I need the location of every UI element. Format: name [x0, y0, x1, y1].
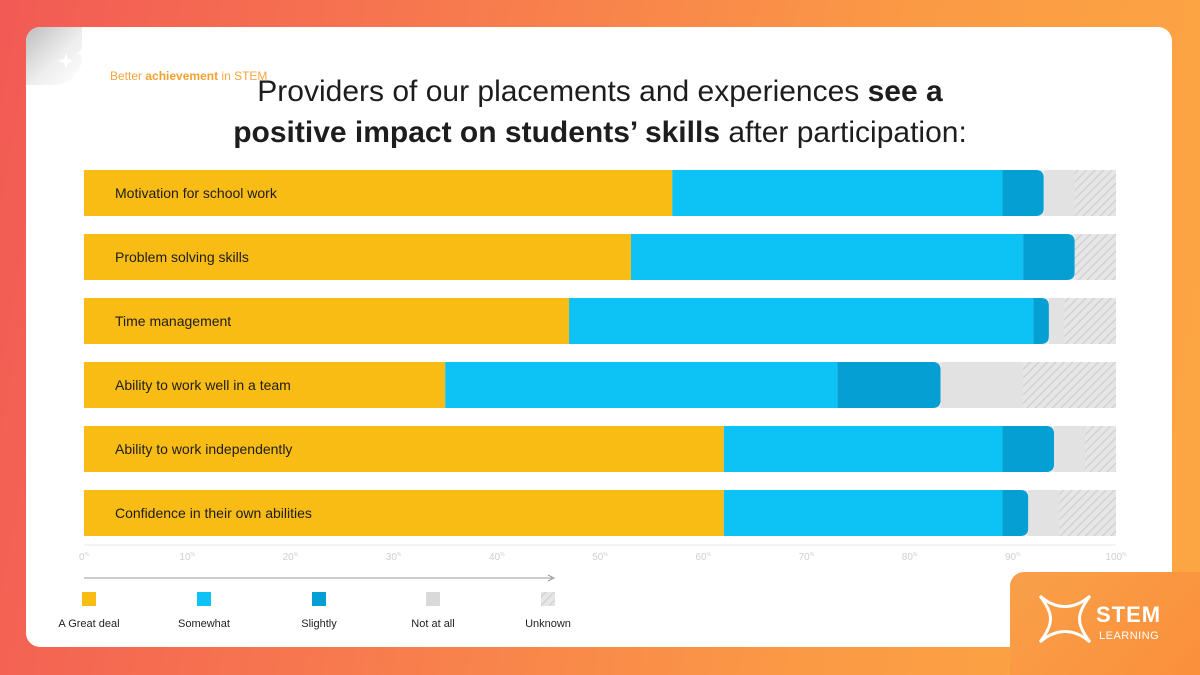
- bar-segment: [723, 490, 1003, 536]
- bar-row: Confidence in their own abilities: [84, 490, 1116, 536]
- bar-segment: [1074, 170, 1116, 216]
- bar-segment: [84, 362, 446, 408]
- x-tick-label: 30%: [386, 552, 402, 563]
- category-label: Ability to work well in a team: [115, 377, 291, 393]
- bar-segment: [1048, 298, 1065, 344]
- bar-segment: [1059, 490, 1116, 536]
- legend-label: Unknown: [525, 618, 571, 630]
- bar-row: Ability to work independently: [84, 426, 1116, 472]
- chart-title-line-2: positive impact on students’ skills afte…: [233, 116, 967, 149]
- bar-segment: [84, 234, 631, 280]
- chart-title-line-1: Providers of our placements and experien…: [257, 75, 943, 108]
- x-tick-label: 0%: [79, 552, 90, 563]
- bar-segment: [723, 426, 1003, 472]
- bar-segment: [630, 234, 1024, 280]
- bar-segment: [1054, 426, 1086, 472]
- legend-label: A Great deal: [58, 618, 120, 630]
- category-label: Motivation for school work: [115, 185, 278, 201]
- x-tick-label: 90%: [1005, 552, 1021, 563]
- x-tick-label: 70%: [799, 552, 815, 563]
- category-label: Ability to work independently: [115, 441, 292, 457]
- category-label: Confidence in their own abilities: [115, 505, 312, 521]
- bar-segment: [940, 362, 1024, 408]
- bar-segment: [1064, 298, 1116, 344]
- bar-segment: [84, 170, 673, 216]
- x-tick-label: 60%: [695, 552, 711, 563]
- scale-arrow-head: [547, 574, 556, 582]
- sparkles-icon: [58, 47, 88, 80]
- bar-segment: [1074, 234, 1116, 280]
- bar-segment: [1002, 170, 1044, 216]
- category-label: Time management: [115, 313, 231, 329]
- legend-swatch: [312, 592, 326, 606]
- x-tick-label: 20%: [283, 552, 299, 563]
- bar-segment: [84, 426, 724, 472]
- bar-segment: [569, 298, 1034, 344]
- bar-segment: [1043, 170, 1075, 216]
- bar-segment: [1028, 490, 1060, 536]
- stem-learning-logo: STEM LEARNING: [1010, 572, 1200, 675]
- x-tick-label: 80%: [902, 552, 918, 563]
- bar-segment: [1002, 426, 1055, 472]
- x-tick-label: 50%: [592, 552, 608, 563]
- stem-logo-icon: [1038, 594, 1092, 644]
- logo-subtitle: LEARNING: [1099, 630, 1160, 642]
- legend-swatch: [541, 592, 555, 606]
- tagline: Better achievement in STEM: [110, 69, 268, 83]
- logo-wordmark: STEM: [1096, 602, 1162, 627]
- legend-label: Not at all: [411, 618, 455, 630]
- bar-row: Problem solving skills: [84, 234, 1116, 280]
- bar-segment: [1002, 490, 1029, 536]
- legend-label: Somewhat: [178, 618, 230, 630]
- category-label: Problem solving skills: [115, 249, 249, 265]
- bar-segment: [1023, 362, 1116, 408]
- bar-segment: [672, 170, 1003, 216]
- legend-swatch: [82, 592, 96, 606]
- x-tick-label: 100%: [1105, 552, 1127, 563]
- bar-segment: [1033, 298, 1049, 344]
- bar-row: Motivation for school work: [84, 170, 1116, 216]
- bar-row: Ability to work well in a team: [84, 362, 1116, 408]
- bar-segment: [84, 298, 570, 344]
- bar-segment: [1085, 426, 1116, 472]
- bar-segment: [1023, 234, 1075, 280]
- x-tick-label: 40%: [489, 552, 505, 563]
- bar-segment: [84, 490, 724, 536]
- corner-fold: [26, 27, 82, 85]
- legend-swatch: [197, 592, 211, 606]
- x-tick-label: 10%: [179, 552, 195, 563]
- legend-swatch: [426, 592, 440, 606]
- bar-segment: [837, 362, 941, 408]
- bar-row: Time management: [84, 298, 1116, 344]
- legend-label: Slightly: [301, 618, 337, 630]
- bar-segment: [445, 362, 838, 408]
